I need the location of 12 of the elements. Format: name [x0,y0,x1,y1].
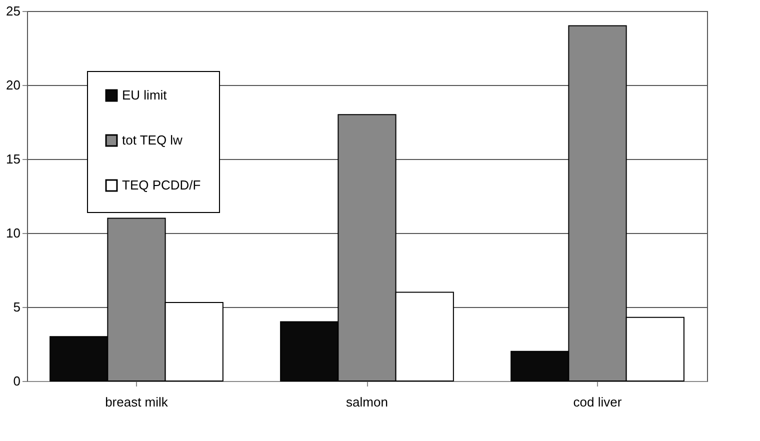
x-tick-label: breast milk [105,394,168,410]
legend-label: EU limit [122,88,168,102]
legend-label: TEQ PCDD/F [122,178,201,192]
y-tick-label: 0 [13,374,20,388]
y-tick-label: 15 [6,152,20,166]
y-tick-label: 20 [6,78,20,92]
y-tick-label: 5 [13,300,20,314]
x-tick-label: salmon [346,394,388,410]
y-tick-label: 25 [6,4,20,18]
x-tick-label: cod liver [573,394,622,410]
y-tick-label: 10 [6,226,20,240]
legend-label: tot TEQ lw [122,132,184,148]
